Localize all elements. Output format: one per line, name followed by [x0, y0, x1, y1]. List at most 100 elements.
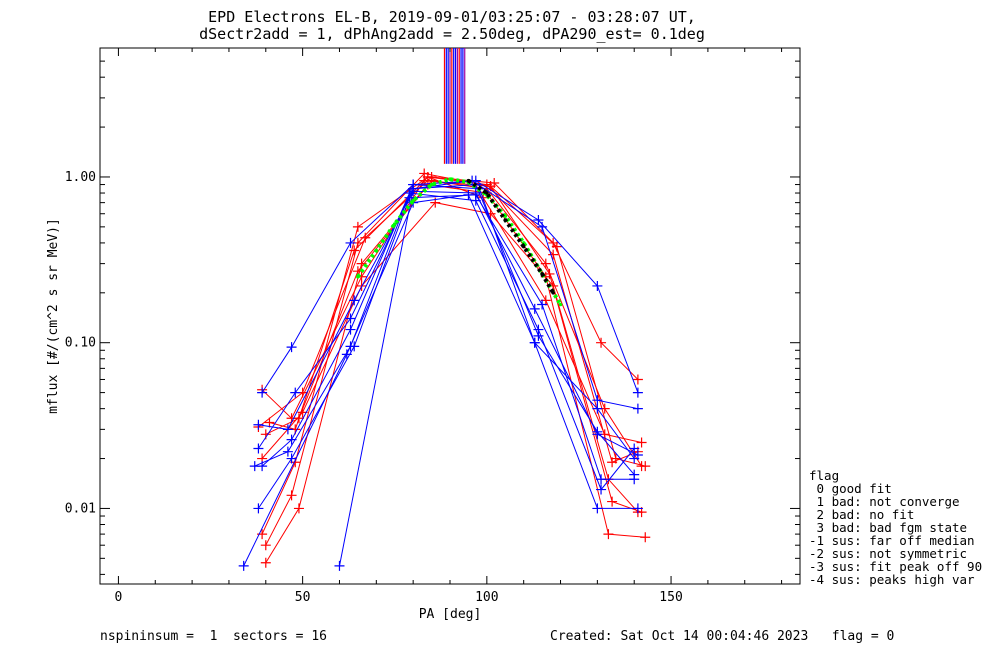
data-point — [286, 434, 297, 445]
data-point — [466, 178, 471, 183]
legend: flag 0 good fit 1 bad: not converge 2 ba… — [809, 468, 982, 587]
legend-item: 1 bad: not converge — [809, 494, 960, 509]
data-point — [345, 313, 356, 324]
series-line — [257, 194, 635, 509]
x-tick-label: 100 — [475, 590, 498, 605]
series-line — [258, 190, 639, 456]
series-layer — [238, 168, 651, 571]
data-point — [485, 191, 489, 195]
data-point — [334, 560, 345, 571]
data-point — [349, 245, 360, 256]
data-point — [544, 268, 555, 279]
data-point — [286, 453, 297, 464]
chart-title-line1: EPD Electrons EL-B, 2019-09-01/03:25:07 … — [208, 8, 696, 26]
data-point — [533, 214, 544, 225]
series-red — [257, 197, 643, 518]
data-point — [596, 337, 607, 348]
data-point — [629, 443, 640, 454]
series-line — [261, 180, 639, 393]
series-blue — [253, 175, 643, 454]
data-point — [632, 503, 643, 514]
data-point — [408, 186, 419, 197]
legend-item: -2 sus: not symmetric — [809, 546, 967, 561]
y-tick-label: 1.00 — [65, 170, 96, 185]
data-point — [592, 280, 603, 291]
data-point — [533, 324, 544, 335]
footer-right: Created: Sat Oct 14 00:04:46 2023 flag =… — [550, 629, 894, 644]
series-line — [265, 184, 646, 564]
legend-item: -4 sus: peaks high var — [809, 572, 975, 587]
data-point — [260, 540, 271, 551]
data-point — [349, 341, 360, 352]
series-blue — [249, 179, 643, 514]
series-line — [261, 180, 642, 513]
data-point — [411, 198, 415, 203]
data-point — [260, 557, 271, 568]
data-point — [264, 417, 275, 428]
data-point — [470, 188, 481, 199]
y-tick-label: 0.01 — [65, 501, 96, 516]
x-tick-label: 150 — [659, 590, 682, 605]
chart-title-line2: dSectr2add = 1, dPhAng2add = 2.50deg, dP… — [199, 25, 705, 43]
data-point — [607, 496, 618, 507]
series-blue — [257, 188, 640, 495]
series-blue — [257, 175, 643, 398]
data-point — [293, 503, 304, 514]
series-line — [467, 179, 555, 294]
data-point — [636, 437, 647, 448]
series-red — [257, 171, 643, 540]
legend-item: -1 sus: far off median — [809, 533, 975, 548]
data-point — [286, 490, 297, 501]
x-axis-label: PA [deg] — [419, 607, 482, 622]
data-point — [540, 272, 544, 276]
legend-item: 3 bad: bad fgm state — [809, 520, 967, 535]
data-point — [356, 274, 360, 279]
data-point — [448, 177, 452, 181]
data-point — [345, 324, 356, 335]
series-blue — [334, 179, 640, 571]
series-red — [257, 175, 647, 518]
data-point — [352, 221, 363, 232]
data-point — [286, 342, 297, 353]
data-point — [374, 248, 379, 253]
data-point — [349, 295, 360, 306]
vertical-lines — [443, 48, 466, 164]
data-point — [253, 443, 264, 454]
series-line — [339, 184, 635, 566]
series-blue — [238, 189, 640, 571]
data-point — [640, 532, 651, 543]
legend-item: -3 sus: fit peak off 90 — [809, 559, 982, 574]
data-point — [632, 450, 643, 461]
data-point — [521, 244, 526, 249]
data-point — [257, 529, 268, 540]
data-point — [282, 424, 293, 435]
data-point — [596, 474, 607, 485]
data-point — [429, 182, 434, 187]
legend-item: 2 bad: no fit — [809, 507, 914, 522]
series-line — [261, 202, 639, 513]
y-axis-label: mflux [#/(cm^2 s sr MeV)] — [46, 218, 61, 414]
data-point — [503, 218, 508, 222]
data-point — [529, 303, 540, 314]
data-point — [290, 387, 301, 398]
series-line — [261, 176, 639, 535]
data-point — [360, 232, 371, 243]
data-point — [629, 469, 640, 480]
legend-title: flag — [809, 468, 839, 483]
data-point — [596, 484, 607, 495]
data-point — [632, 403, 643, 414]
data-point — [636, 461, 647, 472]
data-point — [238, 560, 249, 571]
data-point — [537, 299, 548, 310]
series-line — [356, 177, 563, 306]
data-point — [632, 374, 643, 385]
series-line — [261, 192, 635, 491]
y-axis: 0.01 0.10 1.00 — [65, 60, 800, 575]
data-point — [253, 419, 264, 430]
data-point — [345, 237, 356, 248]
data-point — [392, 222, 397, 226]
series-red — [260, 175, 647, 472]
data-point — [548, 249, 559, 260]
data-point — [257, 387, 268, 398]
